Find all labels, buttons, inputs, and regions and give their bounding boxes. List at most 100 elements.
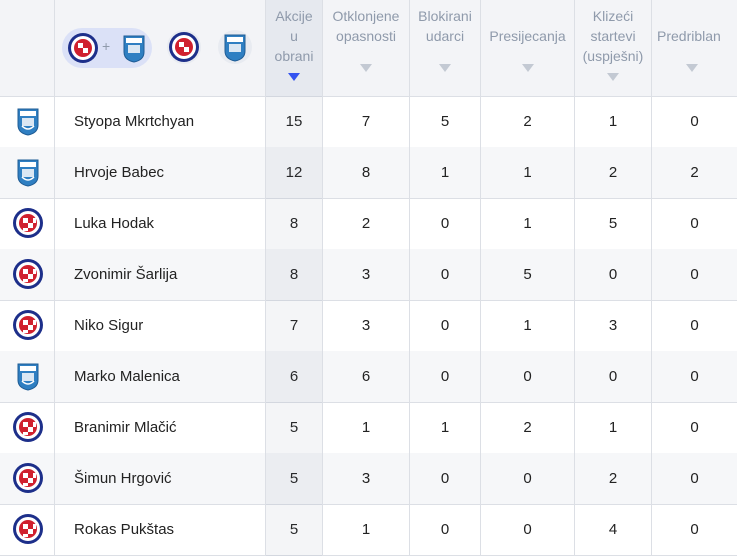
hajduk-crest-icon — [168, 31, 200, 63]
stat-defensive-actions: 7 — [289, 317, 299, 334]
stat-dribbled-past: 0 — [690, 113, 699, 130]
column-header-label: Blokirani udarci — [418, 8, 472, 44]
column-header-blocked-shots[interactable]: Blokirani udarci — [410, 0, 480, 96]
stat-defensive-actions: 15 — [285, 113, 303, 130]
stat-defensive-actions: 12 — [285, 164, 303, 181]
table-row[interactable]: Rokas Pukštas 5 1 0 0 4 0 — [0, 504, 737, 556]
sort-icon — [607, 73, 619, 81]
stat-dribbled-past: 0 — [690, 470, 699, 487]
column-header-dribbled-past[interactable]: Predriblan — [652, 0, 737, 96]
column-header-tackles[interactable]: Klizeći startevi (uspješni) — [575, 0, 651, 96]
stat-tackles: 3 — [608, 317, 618, 334]
stat-defensive-actions: 6 — [289, 368, 299, 385]
stat-tackles: 1 — [608, 113, 618, 130]
stat-blocked-shots: 1 — [440, 419, 450, 436]
stat-tackles: 1 — [608, 419, 618, 436]
column-header-label: Akcije u obrani — [274, 8, 314, 64]
player-name[interactable]: Šimun Hrgović — [74, 470, 172, 487]
hajduk-crest-icon — [12, 207, 44, 239]
stat-clearances: 3 — [361, 266, 371, 283]
divider — [574, 0, 575, 556]
table-row[interactable]: Hrvoje Babec 12 8 1 1 2 2 — [0, 147, 737, 199]
player-name[interactable]: Zvonimir Šarlija — [74, 266, 178, 283]
column-header-label: Klizeći startevi (uspješni) — [582, 8, 644, 64]
hajduk-crest-icon — [12, 411, 44, 443]
stat-clearances: 3 — [361, 317, 371, 334]
sort-desc-icon — [288, 73, 300, 81]
stat-clearances: 1 — [361, 419, 371, 436]
table-row[interactable]: Niko Sigur 7 3 0 1 3 0 — [0, 300, 737, 352]
player-name[interactable]: Rokas Pukštas — [74, 521, 175, 538]
stat-dribbled-past: 0 — [690, 419, 699, 436]
hajduk-crest-icon — [67, 32, 99, 64]
sort-icon — [521, 64, 534, 72]
stat-defensive-actions: 8 — [289, 266, 299, 283]
hajduk-crest-icon — [12, 309, 44, 341]
table-row[interactable]: Styopa Mkrtchyan 15 7 5 2 1 0 — [0, 96, 737, 148]
stat-interceptions: 0 — [523, 470, 532, 487]
team-filter-hajduk[interactable] — [167, 30, 201, 64]
table-row[interactable]: Luka Hodak 8 2 0 1 5 0 — [0, 198, 737, 250]
stat-defensive-actions: 5 — [289, 521, 299, 538]
player-name[interactable]: Marko Malenica — [74, 368, 180, 385]
table-header: + Akcije u obrani Otklonjene opasnosti Blok… — [0, 0, 737, 97]
stat-clearances: 3 — [361, 470, 371, 487]
column-header-label: Presijecanja — [489, 28, 566, 44]
divider — [54, 0, 55, 556]
sort-icon — [686, 64, 698, 72]
column-header-clearances[interactable]: Otklonjene opasnosti — [323, 0, 409, 96]
team-filter-osijek[interactable] — [218, 30, 252, 64]
table-row[interactable]: Zvonimir Šarlija 8 3 0 5 0 0 — [0, 249, 737, 301]
stat-clearances: 8 — [361, 164, 371, 181]
stat-clearances: 1 — [361, 521, 371, 538]
divider — [651, 0, 652, 556]
stat-blocked-shots: 0 — [440, 266, 450, 283]
stat-interceptions: 2 — [523, 419, 532, 436]
stat-blocked-shots: 0 — [440, 215, 450, 232]
osijek-crest-icon — [12, 156, 44, 188]
player-name[interactable]: Niko Sigur — [74, 317, 144, 334]
stat-interceptions: 1 — [523, 164, 532, 181]
sort-icon — [439, 64, 451, 72]
player-name[interactable]: Branimir Mlačić — [74, 419, 177, 436]
divider — [265, 0, 266, 556]
team-filter-both[interactable]: + — [62, 28, 152, 68]
stat-interceptions: 0 — [523, 521, 532, 538]
divider — [322, 0, 323, 556]
stat-defensive-actions: 8 — [289, 215, 299, 232]
stat-interceptions: 1 — [523, 317, 532, 334]
column-header-defensive-actions[interactable]: Akcije u obrani — [266, 0, 322, 96]
stat-blocked-shots: 0 — [440, 521, 450, 538]
osijek-crest-icon — [219, 31, 251, 63]
table-row[interactable]: Marko Malenica 6 6 0 0 0 0 — [0, 351, 737, 403]
sort-icon — [360, 64, 372, 72]
plus-sign: + — [102, 38, 111, 54]
column-header-interceptions[interactable]: Presijecanja — [481, 0, 574, 96]
divider — [409, 0, 410, 556]
stat-blocked-shots: 0 — [440, 470, 450, 487]
stat-tackles: 2 — [608, 164, 618, 181]
stat-tackles: 0 — [608, 368, 618, 385]
hajduk-crest-icon — [12, 462, 44, 494]
stat-blocked-shots: 5 — [440, 113, 450, 130]
stat-dribbled-past: 0 — [690, 266, 699, 283]
osijek-crest-icon — [12, 105, 44, 137]
table-row[interactable]: Branimir Mlačić 5 1 1 2 1 0 — [0, 402, 737, 454]
hajduk-crest-icon — [12, 513, 44, 545]
stat-interceptions: 0 — [523, 368, 532, 385]
table-row[interactable]: Šimun Hrgović 5 3 0 0 2 0 — [0, 453, 737, 505]
stat-tackles: 4 — [608, 521, 618, 538]
stat-blocked-shots: 0 — [440, 317, 450, 334]
stat-dribbled-past: 2 — [690, 164, 699, 181]
divider — [480, 0, 481, 556]
osijek-crest-icon — [118, 32, 150, 64]
player-name[interactable]: Luka Hodak — [74, 215, 155, 232]
player-name[interactable]: Styopa Mkrtchyan — [74, 113, 195, 130]
stat-defensive-actions: 5 — [289, 419, 299, 436]
stat-interceptions: 2 — [523, 113, 532, 130]
osijek-crest-icon — [12, 360, 44, 392]
stat-dribbled-past: 0 — [690, 215, 699, 232]
player-name[interactable]: Hrvoje Babec — [74, 164, 165, 181]
stat-tackles: 0 — [608, 266, 618, 283]
